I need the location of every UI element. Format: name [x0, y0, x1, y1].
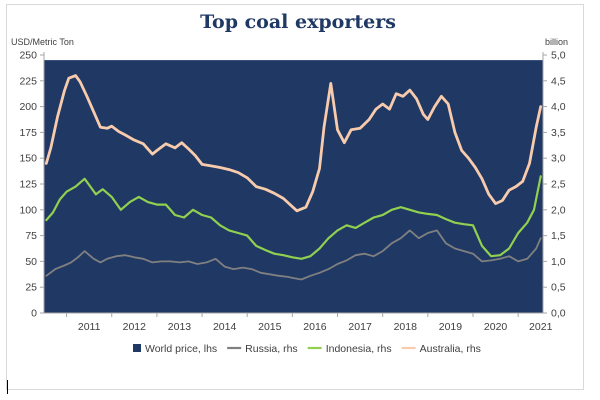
legend-label-indonesia: Indonesia, rhs	[326, 343, 392, 355]
series-line-australia	[44, 74, 543, 213]
left-tick-label: 200	[19, 101, 37, 113]
left-tick-label: 125	[19, 179, 37, 191]
x-tick-label: 2018	[394, 321, 418, 333]
series-area-world-price	[44, 60, 543, 313]
right-tick-label: 0,5	[551, 282, 566, 294]
left-tick-label: 50	[25, 256, 37, 268]
chart-title: Top coal exporters	[200, 11, 396, 33]
right-tick-label: 3,0	[551, 153, 566, 165]
x-tick-label: 2014	[213, 321, 237, 333]
right-tick-label: 2,0	[551, 204, 566, 216]
x-tick-label: 2021	[529, 321, 553, 333]
x-tick-label: 2016	[303, 321, 327, 333]
x-tick-label: 2019	[439, 321, 463, 333]
right-tick-label: 4,5	[551, 75, 566, 87]
left-tick-label: 250	[19, 50, 37, 62]
legend-label-australia: Australia, rhs	[420, 343, 481, 355]
axes: 0 25 50 75 100 125 150 175 200 225 250 0,0 0,5 1,0 1,5…	[19, 50, 565, 334]
series-line-russia	[45, 229, 542, 281]
plot-area	[44, 60, 543, 313]
right-tick-label: 5,0	[551, 50, 566, 62]
legend-swatch-world_price	[133, 344, 141, 352]
left-tick-label: 175	[19, 127, 37, 139]
right-tick-label: 3,5	[551, 127, 566, 139]
left-tick-label: 25	[25, 282, 37, 294]
left-axis-unit: USD/Metric Ton	[11, 37, 74, 47]
chart-frame	[6, 4, 584, 390]
legend: World price, lhs Russia, rhs Indonesia, rh…	[133, 343, 481, 355]
text-cursor	[7, 380, 8, 394]
x-tick-label: 2013	[168, 321, 192, 333]
x-tick-label: 2011	[78, 321, 101, 333]
right-axis-unit: billion	[545, 37, 568, 47]
left-tick-label: 0	[31, 308, 37, 320]
legend-label-russia: Russia, rhs	[245, 343, 298, 355]
x-tick-label: 2020	[484, 321, 508, 333]
x-tick-label: 2012	[123, 321, 147, 333]
series-line-indonesia	[45, 175, 542, 260]
right-tick-label: 2,5	[551, 179, 566, 191]
x-tick-label: 2015	[258, 321, 282, 333]
left-tick-label: 150	[19, 153, 37, 165]
right-tick-label: 1,5	[551, 230, 566, 242]
left-tick-label: 225	[19, 75, 37, 87]
left-tick-label: 75	[25, 230, 37, 242]
right-tick-label: 0,0	[551, 308, 566, 320]
right-tick-label: 4,0	[551, 101, 566, 113]
x-tick-label: 2017	[348, 321, 372, 333]
legend-label-world_price: World price, lhs	[145, 343, 217, 355]
right-tick-label: 1,0	[551, 256, 566, 268]
left-tick-label: 100	[19, 204, 37, 216]
